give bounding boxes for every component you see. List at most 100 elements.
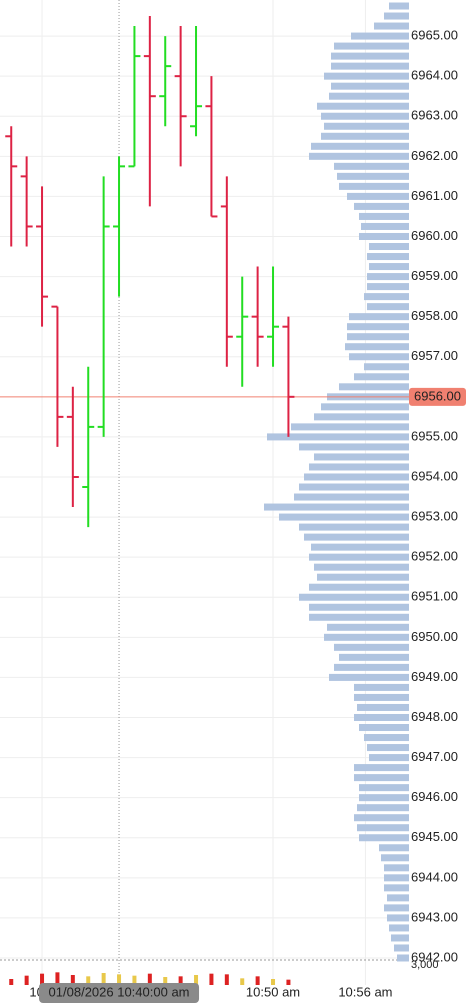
profile-bar xyxy=(331,82,409,90)
profile-bar xyxy=(387,894,409,902)
profile-bar xyxy=(387,914,409,922)
profile-bar xyxy=(359,794,409,802)
y-tick-label: 6948.00 xyxy=(411,709,458,724)
profile-bar xyxy=(351,32,409,40)
y-tick-label: 6943.00 xyxy=(411,909,458,924)
y-tick-label: 6949.00 xyxy=(411,669,458,684)
y-tick-label: 6959.00 xyxy=(411,268,458,283)
y-tick-label: 6952.00 xyxy=(411,549,458,564)
profile-bar xyxy=(339,182,409,190)
profile-bar xyxy=(397,954,409,962)
volume-bar xyxy=(24,975,29,985)
volume-bar xyxy=(163,977,168,985)
profile-bar xyxy=(337,172,409,180)
volume-bar xyxy=(147,973,152,985)
profile-bar xyxy=(381,854,409,862)
profile-bar xyxy=(317,102,409,110)
profile-bar xyxy=(349,313,409,321)
profile-bar xyxy=(359,834,409,842)
volume-bar xyxy=(132,975,137,985)
profile-bar xyxy=(267,433,409,441)
profile-bar xyxy=(367,303,409,311)
profile-bar xyxy=(309,613,409,621)
profile-bar xyxy=(321,132,409,140)
y-tick-label: 6953.00 xyxy=(411,509,458,524)
volume-bar xyxy=(194,975,199,985)
y-tick-label: 6945.00 xyxy=(411,829,458,844)
profile-bar xyxy=(334,643,409,651)
profile-bar xyxy=(394,944,409,952)
profile-bar xyxy=(324,633,409,641)
y-tick-label: 6944.00 xyxy=(411,869,458,884)
profile-bar xyxy=(384,884,409,892)
volume-bar xyxy=(117,974,122,985)
volume-tick-label: 3,000 xyxy=(411,959,439,971)
profile-bar xyxy=(359,724,409,732)
profile-bar xyxy=(367,283,409,291)
profile-bar xyxy=(329,673,409,681)
profile-bar xyxy=(369,263,409,271)
profile-bar xyxy=(314,413,409,421)
volume-bar xyxy=(224,974,229,985)
y-tick-label: 6950.00 xyxy=(411,629,458,644)
profile-bar xyxy=(314,453,409,461)
last-price-label: 6956.00 xyxy=(414,388,461,403)
profile-bar xyxy=(359,784,409,792)
profile-bar xyxy=(304,533,409,541)
y-tick-label: 6947.00 xyxy=(411,749,458,764)
volume-bar xyxy=(55,972,60,985)
profile-bar xyxy=(384,864,409,872)
profile-bar xyxy=(347,333,409,341)
profile-bar xyxy=(314,563,409,571)
volume-bar xyxy=(101,973,106,985)
profile-bar xyxy=(354,764,409,772)
profile-bar xyxy=(317,573,409,581)
profile-bar xyxy=(367,253,409,261)
profile-bar xyxy=(309,603,409,611)
profile-bar xyxy=(364,734,409,742)
profile-bar xyxy=(354,683,409,691)
profile-bar xyxy=(345,343,409,351)
profile-bar xyxy=(391,934,409,942)
profile-bar xyxy=(364,293,409,301)
profile-bar xyxy=(321,112,409,120)
profile-bar xyxy=(384,904,409,912)
profile-bar xyxy=(347,192,409,200)
profile-bar xyxy=(264,503,409,511)
profile-bar xyxy=(311,543,409,551)
profile-bar xyxy=(311,142,409,150)
profile-bar xyxy=(357,824,409,832)
crosshair-label: 01/08/2026 10:40:00 am xyxy=(49,984,190,999)
profile-bar xyxy=(339,383,409,391)
profile-bar xyxy=(331,62,409,70)
profile-bar xyxy=(309,463,409,471)
volume-bar xyxy=(209,973,214,985)
y-tick-label: 6946.00 xyxy=(411,789,458,804)
profile-bar xyxy=(299,483,409,491)
x-tick-label: 10:56 am xyxy=(338,984,392,999)
profile-bar xyxy=(299,523,409,531)
profile-bar xyxy=(367,273,409,281)
profile-bar xyxy=(359,232,409,240)
profile-bar xyxy=(374,22,409,30)
profile-bar xyxy=(369,754,409,762)
profile-bar xyxy=(309,553,409,561)
profile-bar xyxy=(384,874,409,882)
profile-bar xyxy=(321,403,409,411)
profile-bar xyxy=(369,243,409,251)
profile-bar xyxy=(367,744,409,752)
profile-bar xyxy=(279,513,409,521)
profile-bar xyxy=(354,713,409,721)
profile-bar xyxy=(359,212,409,220)
profile-bar xyxy=(309,152,409,160)
volume-bar xyxy=(9,979,14,985)
last-price-tag xyxy=(409,387,466,406)
y-tick-label: 6960.00 xyxy=(411,228,458,243)
profile-bar xyxy=(357,804,409,812)
profile-bar xyxy=(364,363,409,371)
y-tick-label: 6954.00 xyxy=(411,468,458,483)
y-tick-label: 6962.00 xyxy=(411,148,458,163)
y-tick-label: 6951.00 xyxy=(411,589,458,604)
profile-bar xyxy=(389,2,409,10)
